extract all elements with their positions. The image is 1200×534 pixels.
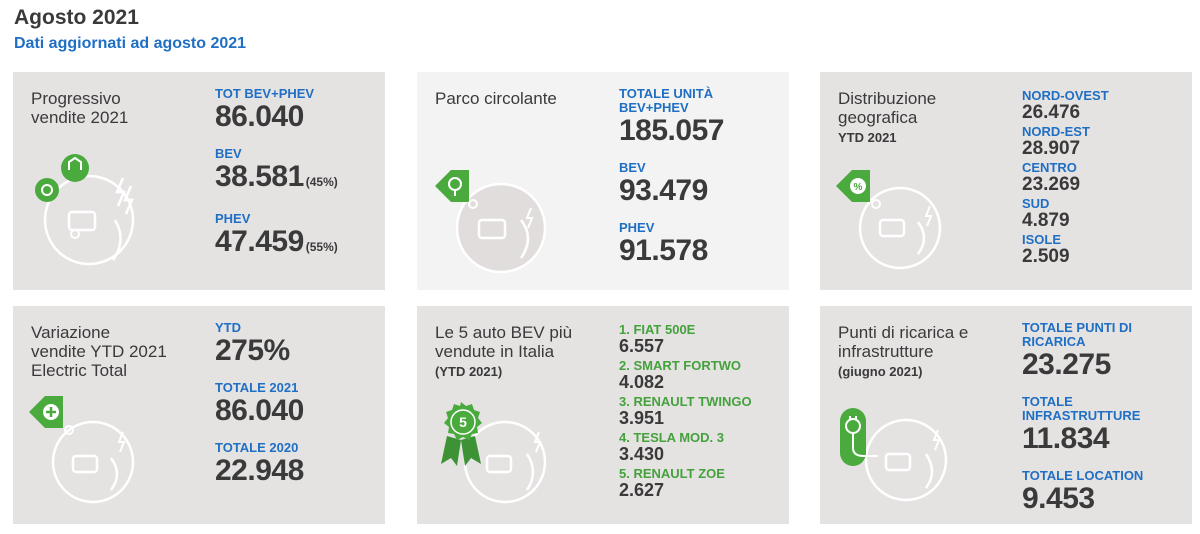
region-value: 2.509 xyxy=(1022,246,1070,267)
ranking-label: 4. TESLA MOD. 3 xyxy=(619,430,724,445)
card-top5-bev: Le 5 auto BEV più vendute in Italia (YTD… xyxy=(417,306,789,524)
metric-label-bev: BEV xyxy=(215,146,242,161)
metric-value-ytd: 275% xyxy=(215,334,290,367)
ranking-label: 5. RENAULT ZOE xyxy=(619,466,725,481)
card-punti-ricarica: Punti di ricarica e infrastrutture (giug… xyxy=(820,306,1192,524)
card-title: Variazione vendite YTD 2021 Electric Tot… xyxy=(31,323,167,380)
metrics: TOT BEV+PHEV 86.040 BEV 38.581 (45%) PHEV… xyxy=(215,87,380,277)
card-note: (giugno 2021) xyxy=(838,364,923,379)
svg-text:%: % xyxy=(854,182,863,193)
region-label: NORD-OVEST xyxy=(1022,88,1109,103)
metric-label-phev: PHEV xyxy=(215,211,251,226)
metric-value-phev: 91.578 xyxy=(619,234,708,267)
card-note: YTD 2021 xyxy=(838,130,897,145)
metric-value-punti: 23.275 xyxy=(1022,348,1111,381)
ranking-value: 4.082 xyxy=(619,372,665,392)
ranking-label: 1. FIAT 500E xyxy=(619,322,696,337)
page-subtitle: Dati aggiornati ad agosto 2021 xyxy=(14,35,247,52)
page-title: Agosto 2021 xyxy=(14,6,139,29)
plus-tag-icon xyxy=(29,396,135,504)
metric-value-totale-2020: 22.948 xyxy=(215,454,304,487)
metric-value-location: 9.453 xyxy=(1022,482,1095,515)
card-title: Punti di ricarica e infrastrutture (giug… xyxy=(838,323,1008,381)
metric-value-bev: 93.479 xyxy=(619,174,708,207)
metric-value-totale-unita: 185.057 xyxy=(619,114,724,147)
metric-value-tot: 86.040 xyxy=(215,100,304,133)
card-note: (YTD 2021) xyxy=(435,364,503,379)
ranking-value: 2.627 xyxy=(619,480,665,500)
card-parco-circolante: Parco circolante TOTALE UNITÀ BEV+PHEV 18… xyxy=(417,72,789,290)
ranking-value: 3.951 xyxy=(619,408,665,428)
card-variazione-vendite: Variazione vendite YTD 2021 Electric Tot… xyxy=(13,306,385,524)
metrics: YTD 275% TOTALE 2021 86.040 TOTALE 2020 … xyxy=(215,321,380,501)
region-value: 26.476 xyxy=(1022,102,1081,123)
metric-label-totale-2021: TOTALE 2021 xyxy=(215,380,299,395)
card-progressivo-vendite: Progressivo vendite 2021 TOT BEV+PHEV 86… xyxy=(13,72,385,290)
metric-label-ytd: YTD xyxy=(215,320,241,335)
location-tag-icon xyxy=(435,170,547,274)
region-label: ISOLE xyxy=(1022,232,1062,247)
metric-value-bev: 38.581 (45%) xyxy=(215,160,338,193)
card-title: Le 5 auto BEV più vendute in Italia (YTD… xyxy=(435,323,605,381)
region-label: CENTRO xyxy=(1022,160,1077,175)
metric-value-totale-2021: 86.040 xyxy=(215,394,304,427)
card-title: Progressivo vendite 2021 xyxy=(31,89,129,127)
region-label: NORD-EST xyxy=(1022,124,1090,139)
metric-label-infrastrutture: TOTALE INFRASTRUTTURE xyxy=(1022,394,1141,423)
metric-value-infrastrutture: 11.834 xyxy=(1022,422,1110,455)
ranking-value: 6.557 xyxy=(619,336,665,356)
ranking-label: 2. SMART FORTWO xyxy=(619,358,742,373)
regions-list: NORD-OVEST 26.476 NORD-EST 28.907 CENTRO… xyxy=(1022,89,1187,269)
award-ribbon-icon: 5 xyxy=(441,402,547,504)
metric-label-punti: TOTALE PUNTI DI RICARICA xyxy=(1022,320,1133,349)
metric-label-location: TOTALE LOCATION xyxy=(1022,468,1144,483)
card-title: Parco circolante xyxy=(435,89,557,108)
percent-tag-icon: % xyxy=(836,170,942,270)
card-distribuzione-geografica: Distribuzione geografica YTD 2021 % NORD… xyxy=(820,72,1192,290)
metric-label-phev: PHEV xyxy=(619,220,655,235)
region-value: 23.269 xyxy=(1022,174,1081,195)
metric-pct-bev: (45%) xyxy=(305,175,338,189)
ranking-label: 3. RENAULT TWINGO xyxy=(619,394,752,409)
ranking-list: 1. FIAT 500E 6.557 2. SMART FORTWO 4.082… xyxy=(619,323,784,503)
green-car-gear-icon xyxy=(35,154,135,266)
card-title: Distribuzione geografica YTD 2021 xyxy=(838,89,1008,147)
region-value: 28.907 xyxy=(1022,138,1081,159)
charging-plug-icon xyxy=(840,408,948,502)
award-badge-number: 5 xyxy=(459,414,467,430)
metric-label-totale-unita: TOTALE UNITÀ BEV+PHEV xyxy=(619,86,714,115)
metric-label-totale-2020: TOTALE 2020 xyxy=(215,440,299,455)
metrics: TOTALE PUNTI DI RICARICA 23.275 TOTALE INF… xyxy=(1022,321,1187,529)
metrics: TOTALE UNITÀ BEV+PHEV 185.057 BEV 93.479 … xyxy=(619,87,784,281)
metric-label-tot: TOT BEV+PHEV xyxy=(215,86,315,101)
metric-pct-phev: (55%) xyxy=(305,240,338,254)
region-label: SUD xyxy=(1022,196,1050,211)
metric-label-bev: BEV xyxy=(619,160,646,175)
metric-value-phev: 47.459 (55%) xyxy=(215,225,338,258)
region-value: 4.879 xyxy=(1022,210,1070,231)
ranking-value: 3.430 xyxy=(619,444,665,464)
